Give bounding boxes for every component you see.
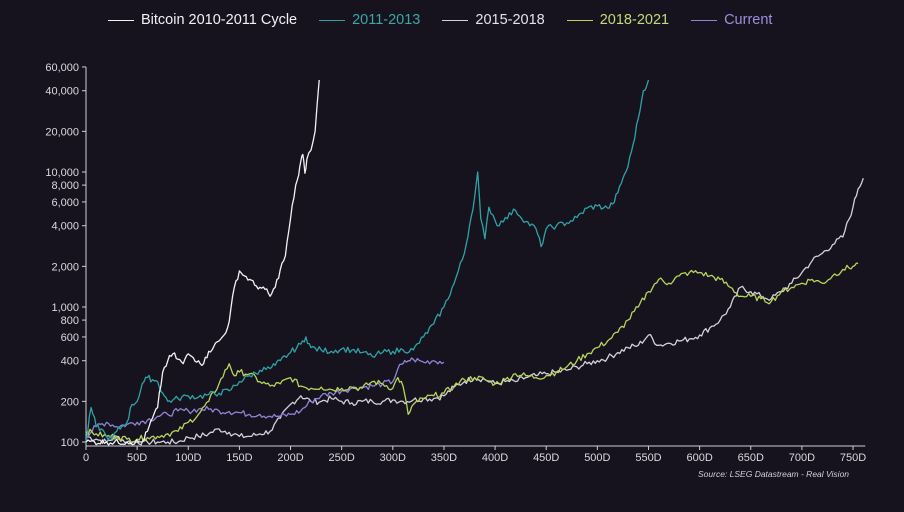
y-tick-label: 4,000	[51, 221, 79, 233]
x-tick-label: 650D	[738, 452, 764, 464]
x-tick-label: 700D	[789, 452, 815, 464]
y-tick-label: 60,000	[45, 62, 79, 74]
x-tick-label: 50D	[127, 452, 147, 464]
x-tick-label: 400D	[482, 452, 508, 464]
x-tick-label: 0	[83, 452, 89, 464]
y-tick-label: 200	[61, 396, 79, 408]
x-tick-label: 100D	[175, 452, 201, 464]
legend-label: Bitcoin 2010-2011 Cycle	[141, 12, 298, 28]
x-tick-label: 250D	[329, 452, 355, 464]
legend-swatch	[566, 19, 593, 21]
series-lines	[85, 79, 864, 446]
x-tick-label: 500D	[584, 452, 610, 464]
legend-swatch	[319, 19, 346, 21]
x-tick-label: 200D	[277, 452, 303, 464]
series-line-2015-2018	[85, 177, 864, 446]
x-tick-label: 750D	[840, 452, 866, 464]
legend-item-2015-2018: 2015-2018	[442, 12, 545, 28]
legend-label: 2011-2013	[352, 12, 421, 28]
source-note: Source: LSEG Datastream - Real Vision	[698, 469, 850, 479]
x-tick-label: 550D	[635, 452, 661, 464]
chart-legend: Bitcoin 2010-2011 Cycle 2011-2013 2015-2…	[108, 12, 794, 28]
y-tick-label: 20,000	[45, 126, 79, 138]
series-line-2011-2013	[85, 79, 650, 443]
legend-swatch	[108, 19, 134, 21]
legend-swatch	[442, 19, 469, 21]
y-tick-label: 600	[61, 332, 79, 344]
series-line-2018-2021	[85, 262, 859, 443]
x-tick-label: 450D	[533, 452, 559, 464]
series-line-bitcoin-2010-2011-cycle	[85, 79, 320, 446]
x-tick-label: 300D	[380, 452, 406, 464]
y-tick-label: 10,000	[45, 167, 79, 179]
legend-label: Current	[724, 12, 773, 28]
legend-label: 2015-2018	[475, 12, 545, 28]
y-tick-label: 2,000	[51, 261, 79, 273]
y-tick-label: 1,000	[51, 302, 79, 314]
y-tick-label: 8,000	[51, 180, 79, 192]
x-tick-label: 600D	[686, 452, 712, 464]
y-tick-label: 40,000	[45, 86, 79, 98]
legend-label: 2018-2021	[599, 12, 670, 28]
legend-item-2010-2011: Bitcoin 2010-2011 Cycle	[108, 12, 297, 28]
y-tick-label: 100	[61, 437, 79, 449]
y-tick-label: 6,000	[51, 197, 79, 209]
series-line-current	[85, 357, 445, 438]
legend-item-2018-2021: 2018-2021	[566, 12, 670, 28]
y-tick-label: 400	[61, 356, 79, 368]
legend-swatch	[691, 19, 718, 21]
y-tick-label: 800	[61, 315, 79, 327]
legend-item-current: Current	[691, 12, 772, 28]
x-tick-label: 150D	[226, 452, 252, 464]
legend-item-2011-2013: 2011-2013	[319, 12, 420, 28]
x-tick-label: 350D	[431, 452, 457, 464]
